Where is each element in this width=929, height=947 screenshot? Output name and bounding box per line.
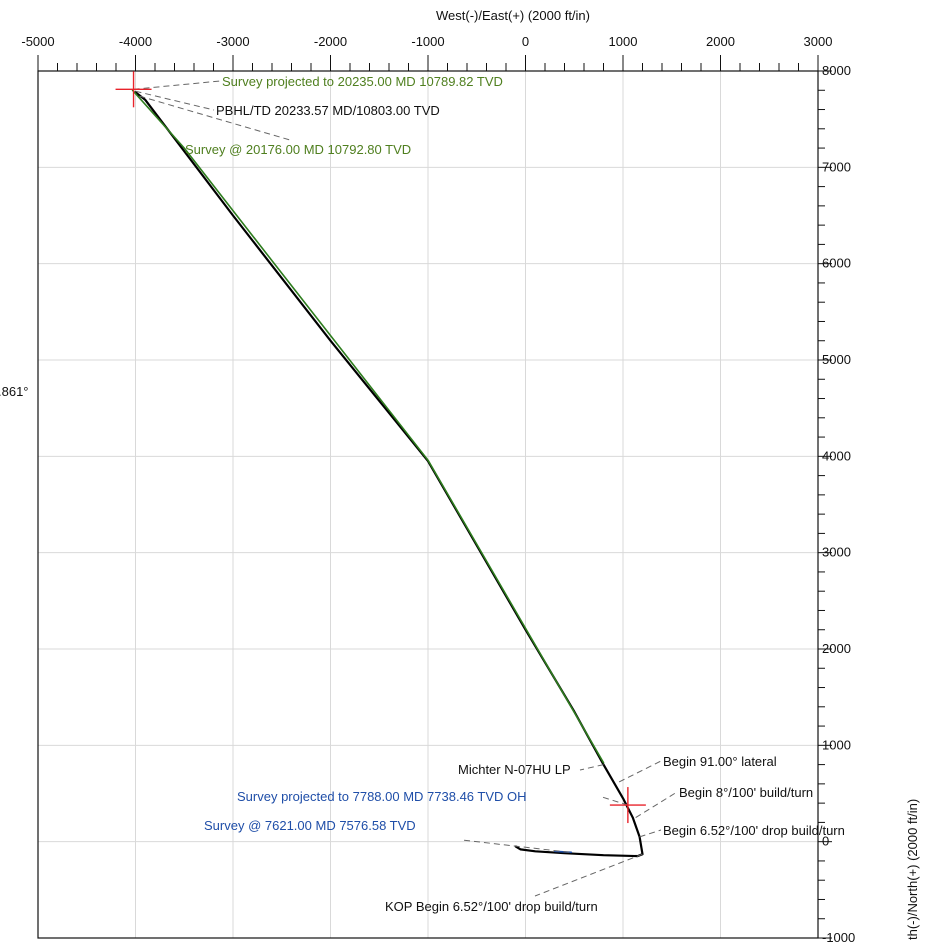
x-axis-title: West(-)/East(+) (2000 ft/in) [436,8,590,23]
x-tick-label: -5000 [21,34,54,49]
annotation-label: Begin 8°/100' build/turn [679,785,813,800]
annotation-label: Survey @ 7621.00 MD 7576.58 TVD [204,818,416,833]
x-tick-label: -1000 [411,34,444,49]
annotation-leaders [133,80,678,897]
y-tick-label: 3000 [822,545,851,560]
x-tick-label: -2000 [314,34,347,49]
x-tick-label: 2000 [706,34,735,49]
y-tick-label: -1000 [822,930,855,945]
y-tick-label: 6000 [822,256,851,271]
series-line [134,91,644,858]
annotation-leader [534,853,643,897]
y-tick-label: 7000 [822,159,851,174]
annotation-label: Survey projected to 20235.00 MD 10789.82… [222,74,503,89]
annotation-leader [461,839,570,853]
annotation-leader [601,796,629,806]
grid [37,70,819,939]
x-tick-label: -4000 [119,34,152,49]
annotation-labels: Survey projected to 20235.00 MD 10789.82… [185,74,845,914]
annotation-leader [579,764,604,771]
y-tick-label: 4000 [822,448,851,463]
annotation-label: Begin 91.00° lateral [663,754,777,769]
annotation-label: Begin 6.52°/100' drop build/turn [663,823,845,838]
x-tick-label: -3000 [216,34,249,49]
y-tick-label: 1000 [822,737,851,752]
annotation-leader [139,95,291,141]
annotation-label: PBHL/TD 20233.57 MD/10803.00 TVD [216,103,440,118]
annotation-label: Survey @ 20176.00 MD 10792.80 TVD [185,142,411,157]
axes: -5000 -4000 -3000 -2000 -1000 0 1000 2000 3000 -1… [21,34,855,945]
x-tick-label: 1000 [609,34,638,49]
annotation-label: Michter N-07HU LP [458,762,571,777]
series-group [131,89,644,858]
y-tick-label: 2000 [822,641,851,656]
target-markers [115,71,646,824]
y-tick-label: 8000 [822,63,851,78]
series-line [131,89,605,764]
annotation-label: Survey projected to 7788.00 MD 7738.46 T… [237,789,527,804]
annotation-leader [639,829,662,838]
annotation-label: KOP Begin 6.52°/100' drop build/turn [385,899,598,914]
x-tick-label: 0 [522,34,529,49]
annotation-leader [133,80,221,90]
y-tick-label: 0 [822,834,829,849]
annotation-leader [635,791,678,819]
y-tick-label: 5000 [822,352,851,367]
annotation-leader [618,760,662,783]
x-tick-label: 3000 [804,34,833,49]
y-axis-title: th(-)/North(+) (2000 ft/in) [905,799,920,940]
annotation-leader [135,90,215,111]
left-edge-text: .861° [0,384,29,399]
